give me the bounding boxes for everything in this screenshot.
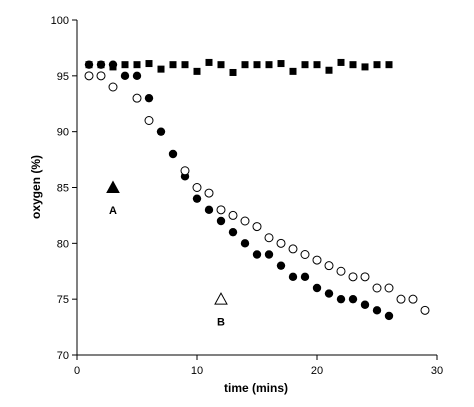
data-point-square (338, 59, 345, 66)
data-point-square (170, 61, 177, 68)
data-point-filled-circle (277, 261, 285, 269)
data-point-square (230, 69, 237, 76)
data-point-square (134, 61, 141, 68)
data-point-open-circle (277, 239, 285, 247)
data-point-filled-circle (157, 127, 165, 135)
data-point-filled-circle (169, 150, 177, 158)
x-tick-label: 10 (191, 365, 203, 377)
data-point-open-circle (97, 72, 105, 80)
x-tick-label: 30 (431, 365, 443, 377)
data-point-square (374, 61, 381, 68)
data-point-filled-circle (373, 306, 381, 314)
data-point-square (218, 61, 225, 68)
data-point-square (302, 61, 309, 68)
data-point-open-circle (313, 256, 321, 264)
data-point-filled-circle (241, 239, 249, 247)
data-point-filled-circle (97, 60, 105, 68)
y-tick-label: 75 (57, 294, 69, 306)
data-point-filled-circle (85, 60, 93, 68)
y-tick-label: 80 (57, 238, 69, 250)
data-point-open-circle (229, 211, 237, 219)
series-1 (86, 59, 393, 76)
data-point-open-circle (337, 267, 345, 275)
data-point-open-circle (385, 284, 393, 292)
data-point-square (122, 61, 129, 68)
data-point-filled-circle (109, 60, 117, 68)
data-point-square (350, 61, 357, 68)
data-point-open-circle (409, 295, 417, 303)
data-point-square (206, 59, 213, 66)
data-point-open-circle (397, 295, 405, 303)
annotation-marker-a (107, 182, 119, 193)
tick-marks (72, 20, 437, 360)
data-point-open-circle (265, 234, 273, 242)
annotation-label-b: B (217, 317, 225, 329)
data-point-filled-circle (145, 94, 153, 102)
y-tick-label: 100 (51, 15, 69, 27)
series-3 (85, 72, 429, 315)
data-point-open-circle (421, 306, 429, 314)
data-point-square (182, 61, 189, 68)
y-tick-label: 95 (57, 71, 69, 83)
data-point-filled-circle (313, 284, 321, 292)
data-point-square (314, 61, 321, 68)
data-point-open-circle (133, 94, 141, 102)
x-tick-label: 20 (311, 365, 323, 377)
data-point-open-circle (217, 206, 225, 214)
x-axis-title: time (mins) (224, 381, 288, 395)
data-point-open-circle (253, 223, 261, 231)
data-point-filled-circle (385, 312, 393, 320)
data-point-filled-circle (229, 228, 237, 236)
data-marks (85, 59, 429, 320)
data-point-filled-circle (349, 295, 357, 303)
data-point-open-circle (325, 262, 333, 270)
data-point-square (242, 61, 249, 68)
data-point-open-circle (349, 273, 357, 281)
data-point-open-circle (193, 184, 201, 192)
data-point-square (278, 60, 285, 67)
data-point-square (254, 61, 261, 68)
y-tick-label: 85 (57, 183, 69, 195)
data-point-square (146, 60, 153, 67)
data-point-square (326, 67, 333, 74)
data-point-square (194, 68, 201, 75)
data-point-filled-circle (265, 250, 273, 258)
data-point-filled-circle (337, 295, 345, 303)
data-point-open-circle (85, 72, 93, 80)
data-point-filled-circle (121, 72, 129, 80)
data-point-filled-circle (217, 217, 225, 225)
data-point-filled-circle (193, 194, 201, 202)
data-point-filled-circle (361, 301, 369, 309)
data-point-open-circle (361, 273, 369, 281)
annotations: AB (107, 182, 227, 329)
data-point-open-circle (145, 117, 153, 125)
data-point-filled-circle (289, 273, 297, 281)
data-point-filled-circle (133, 72, 141, 80)
y-tick-label: 70 (57, 350, 69, 362)
y-tick-label: 90 (57, 127, 69, 139)
data-point-open-circle (373, 284, 381, 292)
data-point-open-circle (205, 189, 213, 197)
data-point-square (386, 61, 393, 68)
data-point-open-circle (109, 83, 117, 91)
data-point-filled-circle (325, 289, 333, 297)
series-2 (85, 60, 393, 320)
data-point-open-circle (289, 245, 297, 253)
data-point-filled-circle (253, 250, 261, 258)
data-point-square (362, 63, 369, 70)
annotation-marker-b (215, 293, 227, 304)
data-point-open-circle (301, 251, 309, 259)
annotation-label-a: A (109, 205, 117, 217)
data-point-filled-circle (301, 273, 309, 281)
data-point-square (266, 61, 273, 68)
data-point-open-circle (181, 167, 189, 175)
x-tick-label: 0 (74, 365, 80, 377)
data-point-square (290, 68, 297, 75)
data-point-square (158, 66, 165, 73)
data-point-filled-circle (205, 206, 213, 214)
data-point-open-circle (241, 217, 249, 225)
y-axis-title: oxygen (%) (29, 155, 43, 219)
axes (77, 20, 437, 355)
